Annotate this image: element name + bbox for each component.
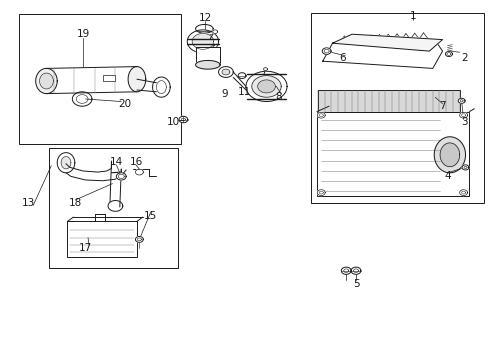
Polygon shape xyxy=(263,68,267,71)
Polygon shape xyxy=(156,81,166,94)
Polygon shape xyxy=(57,153,75,173)
Polygon shape xyxy=(439,143,459,167)
Polygon shape xyxy=(324,49,328,53)
Polygon shape xyxy=(457,98,464,103)
Text: 20: 20 xyxy=(118,99,131,109)
Bar xyxy=(310,13,483,203)
Text: 12: 12 xyxy=(198,13,212,23)
Bar xyxy=(67,221,137,257)
Polygon shape xyxy=(128,67,145,92)
Polygon shape xyxy=(245,71,286,102)
Polygon shape xyxy=(76,95,88,103)
Text: 6: 6 xyxy=(338,53,345,63)
Text: 9: 9 xyxy=(221,89,228,99)
Polygon shape xyxy=(116,173,126,180)
Text: 2: 2 xyxy=(460,53,467,63)
Polygon shape xyxy=(179,116,187,123)
Text: 8: 8 xyxy=(275,92,282,102)
Polygon shape xyxy=(257,80,275,93)
Polygon shape xyxy=(433,137,465,173)
Polygon shape xyxy=(459,100,462,102)
Polygon shape xyxy=(332,34,442,51)
Polygon shape xyxy=(36,68,57,94)
Polygon shape xyxy=(343,269,348,273)
Polygon shape xyxy=(61,157,71,169)
Text: 16: 16 xyxy=(129,157,142,167)
Polygon shape xyxy=(195,24,213,33)
Text: 15: 15 xyxy=(143,211,157,221)
Text: 5: 5 xyxy=(353,279,360,289)
Polygon shape xyxy=(350,267,360,274)
Polygon shape xyxy=(218,67,233,77)
Polygon shape xyxy=(212,30,217,33)
Polygon shape xyxy=(317,112,325,118)
Text: 17: 17 xyxy=(79,243,92,253)
Text: 7: 7 xyxy=(438,101,445,111)
Text: 13: 13 xyxy=(21,198,35,208)
Text: 11: 11 xyxy=(237,87,251,97)
Text: 19: 19 xyxy=(76,29,90,39)
Polygon shape xyxy=(192,33,213,49)
Polygon shape xyxy=(322,40,442,68)
Polygon shape xyxy=(152,77,170,97)
Text: 14: 14 xyxy=(109,157,123,167)
Polygon shape xyxy=(341,267,350,274)
Polygon shape xyxy=(72,92,92,106)
Polygon shape xyxy=(319,114,323,117)
Polygon shape xyxy=(461,165,468,170)
Polygon shape xyxy=(445,51,451,57)
Text: 10: 10 xyxy=(167,117,180,127)
Polygon shape xyxy=(195,47,220,65)
Polygon shape xyxy=(194,41,214,49)
Polygon shape xyxy=(461,114,465,117)
Bar xyxy=(19,14,181,144)
Polygon shape xyxy=(195,60,220,69)
Bar xyxy=(102,75,115,81)
Polygon shape xyxy=(135,237,143,242)
Polygon shape xyxy=(238,73,245,78)
Polygon shape xyxy=(319,191,323,194)
Polygon shape xyxy=(181,118,185,121)
Polygon shape xyxy=(317,190,325,195)
Polygon shape xyxy=(40,73,53,89)
Bar xyxy=(316,112,468,196)
Polygon shape xyxy=(461,191,465,194)
Polygon shape xyxy=(222,69,229,75)
Polygon shape xyxy=(446,53,450,55)
Polygon shape xyxy=(187,30,218,53)
Polygon shape xyxy=(459,190,467,195)
Bar xyxy=(317,90,459,112)
Bar xyxy=(49,148,178,268)
Polygon shape xyxy=(322,48,330,54)
Polygon shape xyxy=(137,238,141,241)
Polygon shape xyxy=(251,76,281,97)
Polygon shape xyxy=(463,166,466,168)
Text: 18: 18 xyxy=(69,198,82,208)
Text: 1: 1 xyxy=(409,11,416,21)
Polygon shape xyxy=(108,201,122,211)
Text: 3: 3 xyxy=(460,117,467,127)
Text: 4: 4 xyxy=(443,171,450,181)
Polygon shape xyxy=(135,169,143,175)
Polygon shape xyxy=(459,112,467,118)
Polygon shape xyxy=(353,269,358,273)
Polygon shape xyxy=(118,174,124,179)
